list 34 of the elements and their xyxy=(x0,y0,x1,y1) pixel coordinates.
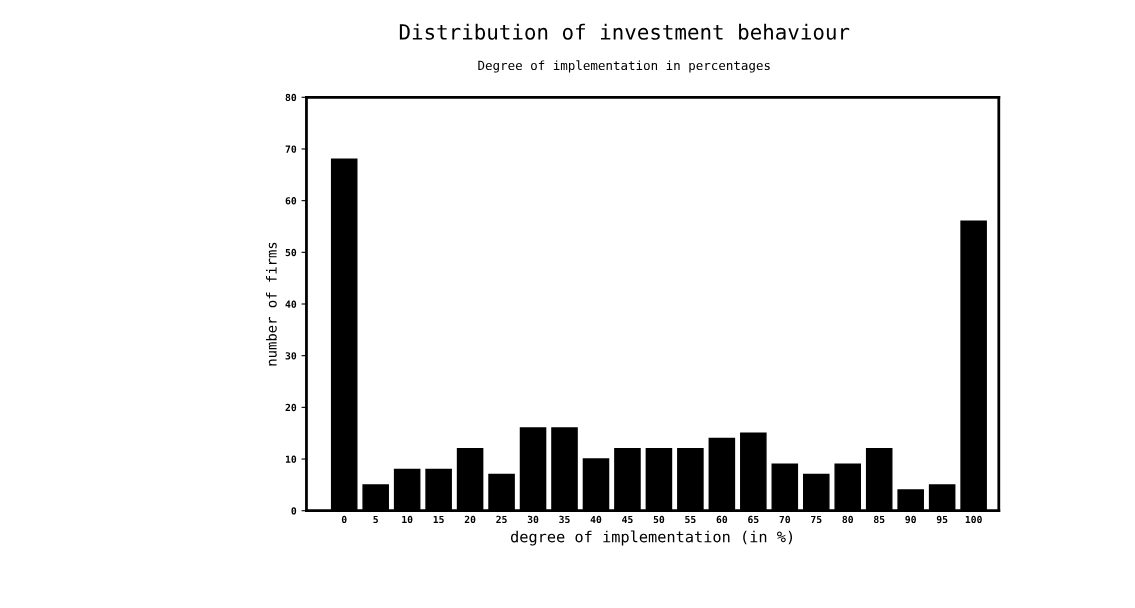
x-axis-title: degree of implementation (in %) xyxy=(510,530,793,546)
x-tick-label: 0 xyxy=(341,515,347,524)
x-tick-label: 55 xyxy=(685,515,696,524)
y-tick-label: 70 xyxy=(285,145,297,153)
x-tick-label: 65 xyxy=(748,515,759,524)
y-tick-label: 0 xyxy=(291,507,297,515)
y-tick-label: 20 xyxy=(285,403,297,412)
chart-subtitle: Degree of implementation in percentages xyxy=(478,60,770,73)
x-tick-label: 75 xyxy=(811,515,822,524)
x-tick-label: 50 xyxy=(653,515,665,524)
x-tick-label: 25 xyxy=(496,515,507,524)
chart-title: Distribution of investment behaviour xyxy=(399,23,850,40)
y-tick-label: 10 xyxy=(285,455,297,463)
y-tick-label: 30 xyxy=(285,352,297,360)
y-axis-title: number of firms xyxy=(266,242,277,366)
x-tick-label: 35 xyxy=(559,515,570,524)
y-tick-label: 80 xyxy=(285,93,297,102)
x-tick-label: 100 xyxy=(965,515,982,524)
x-tick-label: 5 xyxy=(373,515,378,524)
x-tick-label: 80 xyxy=(842,515,854,524)
x-tick-label: 40 xyxy=(590,515,602,524)
x-tick-label: 30 xyxy=(527,515,539,524)
x-tick-label: 95 xyxy=(936,515,948,524)
x-tick-label: 20 xyxy=(464,515,476,524)
x-tick-label: 15 xyxy=(433,515,444,524)
x-tick-label: 45 xyxy=(622,515,633,524)
x-tick-label: 85 xyxy=(873,515,885,524)
x-tick-label: 90 xyxy=(905,515,916,524)
y-tick-label: 50 xyxy=(285,248,297,257)
y-tick-label: 40 xyxy=(285,300,297,308)
x-tick-label: 70 xyxy=(779,515,791,524)
y-tick-label: 60 xyxy=(285,197,297,205)
x-tick-label: 10 xyxy=(402,515,413,524)
x-tick-label: 60 xyxy=(716,515,728,524)
